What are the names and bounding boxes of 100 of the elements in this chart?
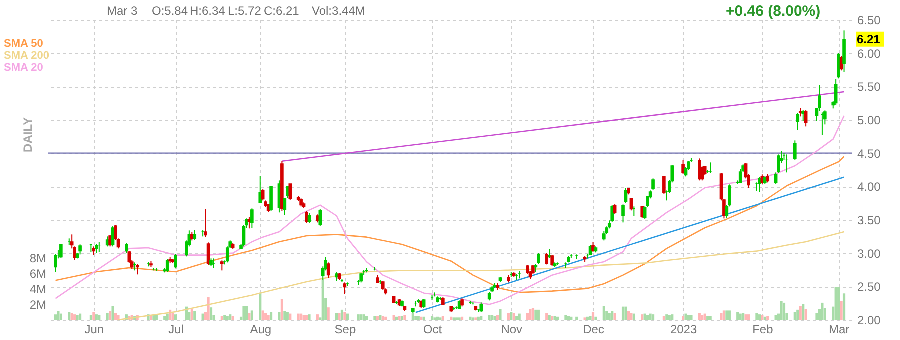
bar <box>224 315 226 320</box>
candlestick <box>60 244 63 258</box>
bar <box>668 315 671 320</box>
candlestick <box>204 208 208 238</box>
bar <box>172 313 174 320</box>
candlestick <box>305 210 308 224</box>
x-tick-label: Nov <box>501 322 523 336</box>
bar <box>532 308 535 320</box>
bar <box>611 311 614 320</box>
bar <box>460 316 464 320</box>
candlestick <box>662 176 666 194</box>
bar <box>652 314 655 320</box>
candlestick <box>774 172 778 184</box>
candlestick <box>193 230 197 240</box>
bar <box>644 314 646 320</box>
bar <box>414 316 418 320</box>
bar <box>780 301 783 320</box>
y-tick-label: 5.50 <box>858 80 882 94</box>
candlestick <box>335 272 338 282</box>
bar <box>704 314 706 320</box>
bar <box>90 315 92 320</box>
bar <box>480 316 483 320</box>
bar <box>516 316 518 320</box>
candlestick <box>682 160 685 174</box>
bar <box>766 316 770 320</box>
bar <box>76 315 79 320</box>
text: C:6.21 <box>264 4 300 18</box>
bar <box>774 315 778 320</box>
bar <box>346 314 349 320</box>
candlestick <box>283 198 287 216</box>
y-tick-label: 4.00 <box>858 180 882 194</box>
candlestick <box>174 254 178 270</box>
bar <box>286 312 289 320</box>
bar <box>54 314 58 320</box>
bar <box>327 308 330 320</box>
candlestick <box>738 168 742 184</box>
x-tick-label: 2023 <box>670 322 698 336</box>
bar <box>357 314 360 320</box>
bar <box>60 314 62 320</box>
candlestick <box>288 184 292 200</box>
bar <box>92 312 96 320</box>
bar <box>756 313 758 320</box>
bar <box>589 316 592 320</box>
bar <box>398 316 401 320</box>
bar <box>442 316 444 320</box>
bar <box>207 298 210 320</box>
bar <box>518 314 521 320</box>
candlestick <box>78 244 82 256</box>
bar <box>671 314 674 320</box>
candlestick <box>802 110 805 122</box>
bar <box>232 316 234 320</box>
bar <box>242 306 246 320</box>
candlestick <box>777 154 780 174</box>
bar <box>586 316 590 320</box>
bar <box>264 313 268 320</box>
y-tick-label: 5.00 <box>858 114 882 128</box>
bar <box>742 313 745 320</box>
bar <box>649 314 652 320</box>
bar <box>526 313 530 320</box>
bar <box>570 316 573 320</box>
x-tick-label: Dec <box>583 322 604 336</box>
bar <box>821 302 824 320</box>
candlestick <box>794 140 797 160</box>
bar <box>259 292 262 320</box>
bar <box>614 313 616 320</box>
bar <box>488 315 491 320</box>
bar <box>248 313 251 320</box>
candlestick <box>220 260 224 272</box>
bar <box>802 304 805 320</box>
text: DAILY <box>21 118 35 152</box>
x-tick-label: Feb <box>752 322 774 336</box>
text: H:6.34 <box>190 4 226 18</box>
bar <box>627 311 630 320</box>
y-tick-label: 3.50 <box>858 214 882 228</box>
candlestick <box>622 204 625 224</box>
bar <box>641 314 644 320</box>
bar <box>297 314 300 320</box>
bar <box>690 315 693 320</box>
bar <box>262 310 264 320</box>
bar <box>109 311 112 320</box>
bar <box>164 316 166 320</box>
bar <box>602 306 606 320</box>
bar <box>270 312 273 320</box>
bar <box>701 315 704 320</box>
bar <box>344 312 346 320</box>
bar <box>682 316 685 320</box>
bar <box>302 315 306 320</box>
bar <box>546 313 548 320</box>
bar <box>728 310 731 320</box>
bar <box>420 316 423 320</box>
x-tick-label: Sep <box>334 322 356 336</box>
line-series <box>55 156 845 294</box>
bar <box>360 314 363 320</box>
bar <box>379 315 382 320</box>
bar <box>576 316 578 320</box>
candlestick <box>206 242 210 266</box>
candlestick <box>602 230 606 242</box>
bar <box>412 313 414 320</box>
candlestick <box>640 206 644 218</box>
bar <box>739 314 742 320</box>
